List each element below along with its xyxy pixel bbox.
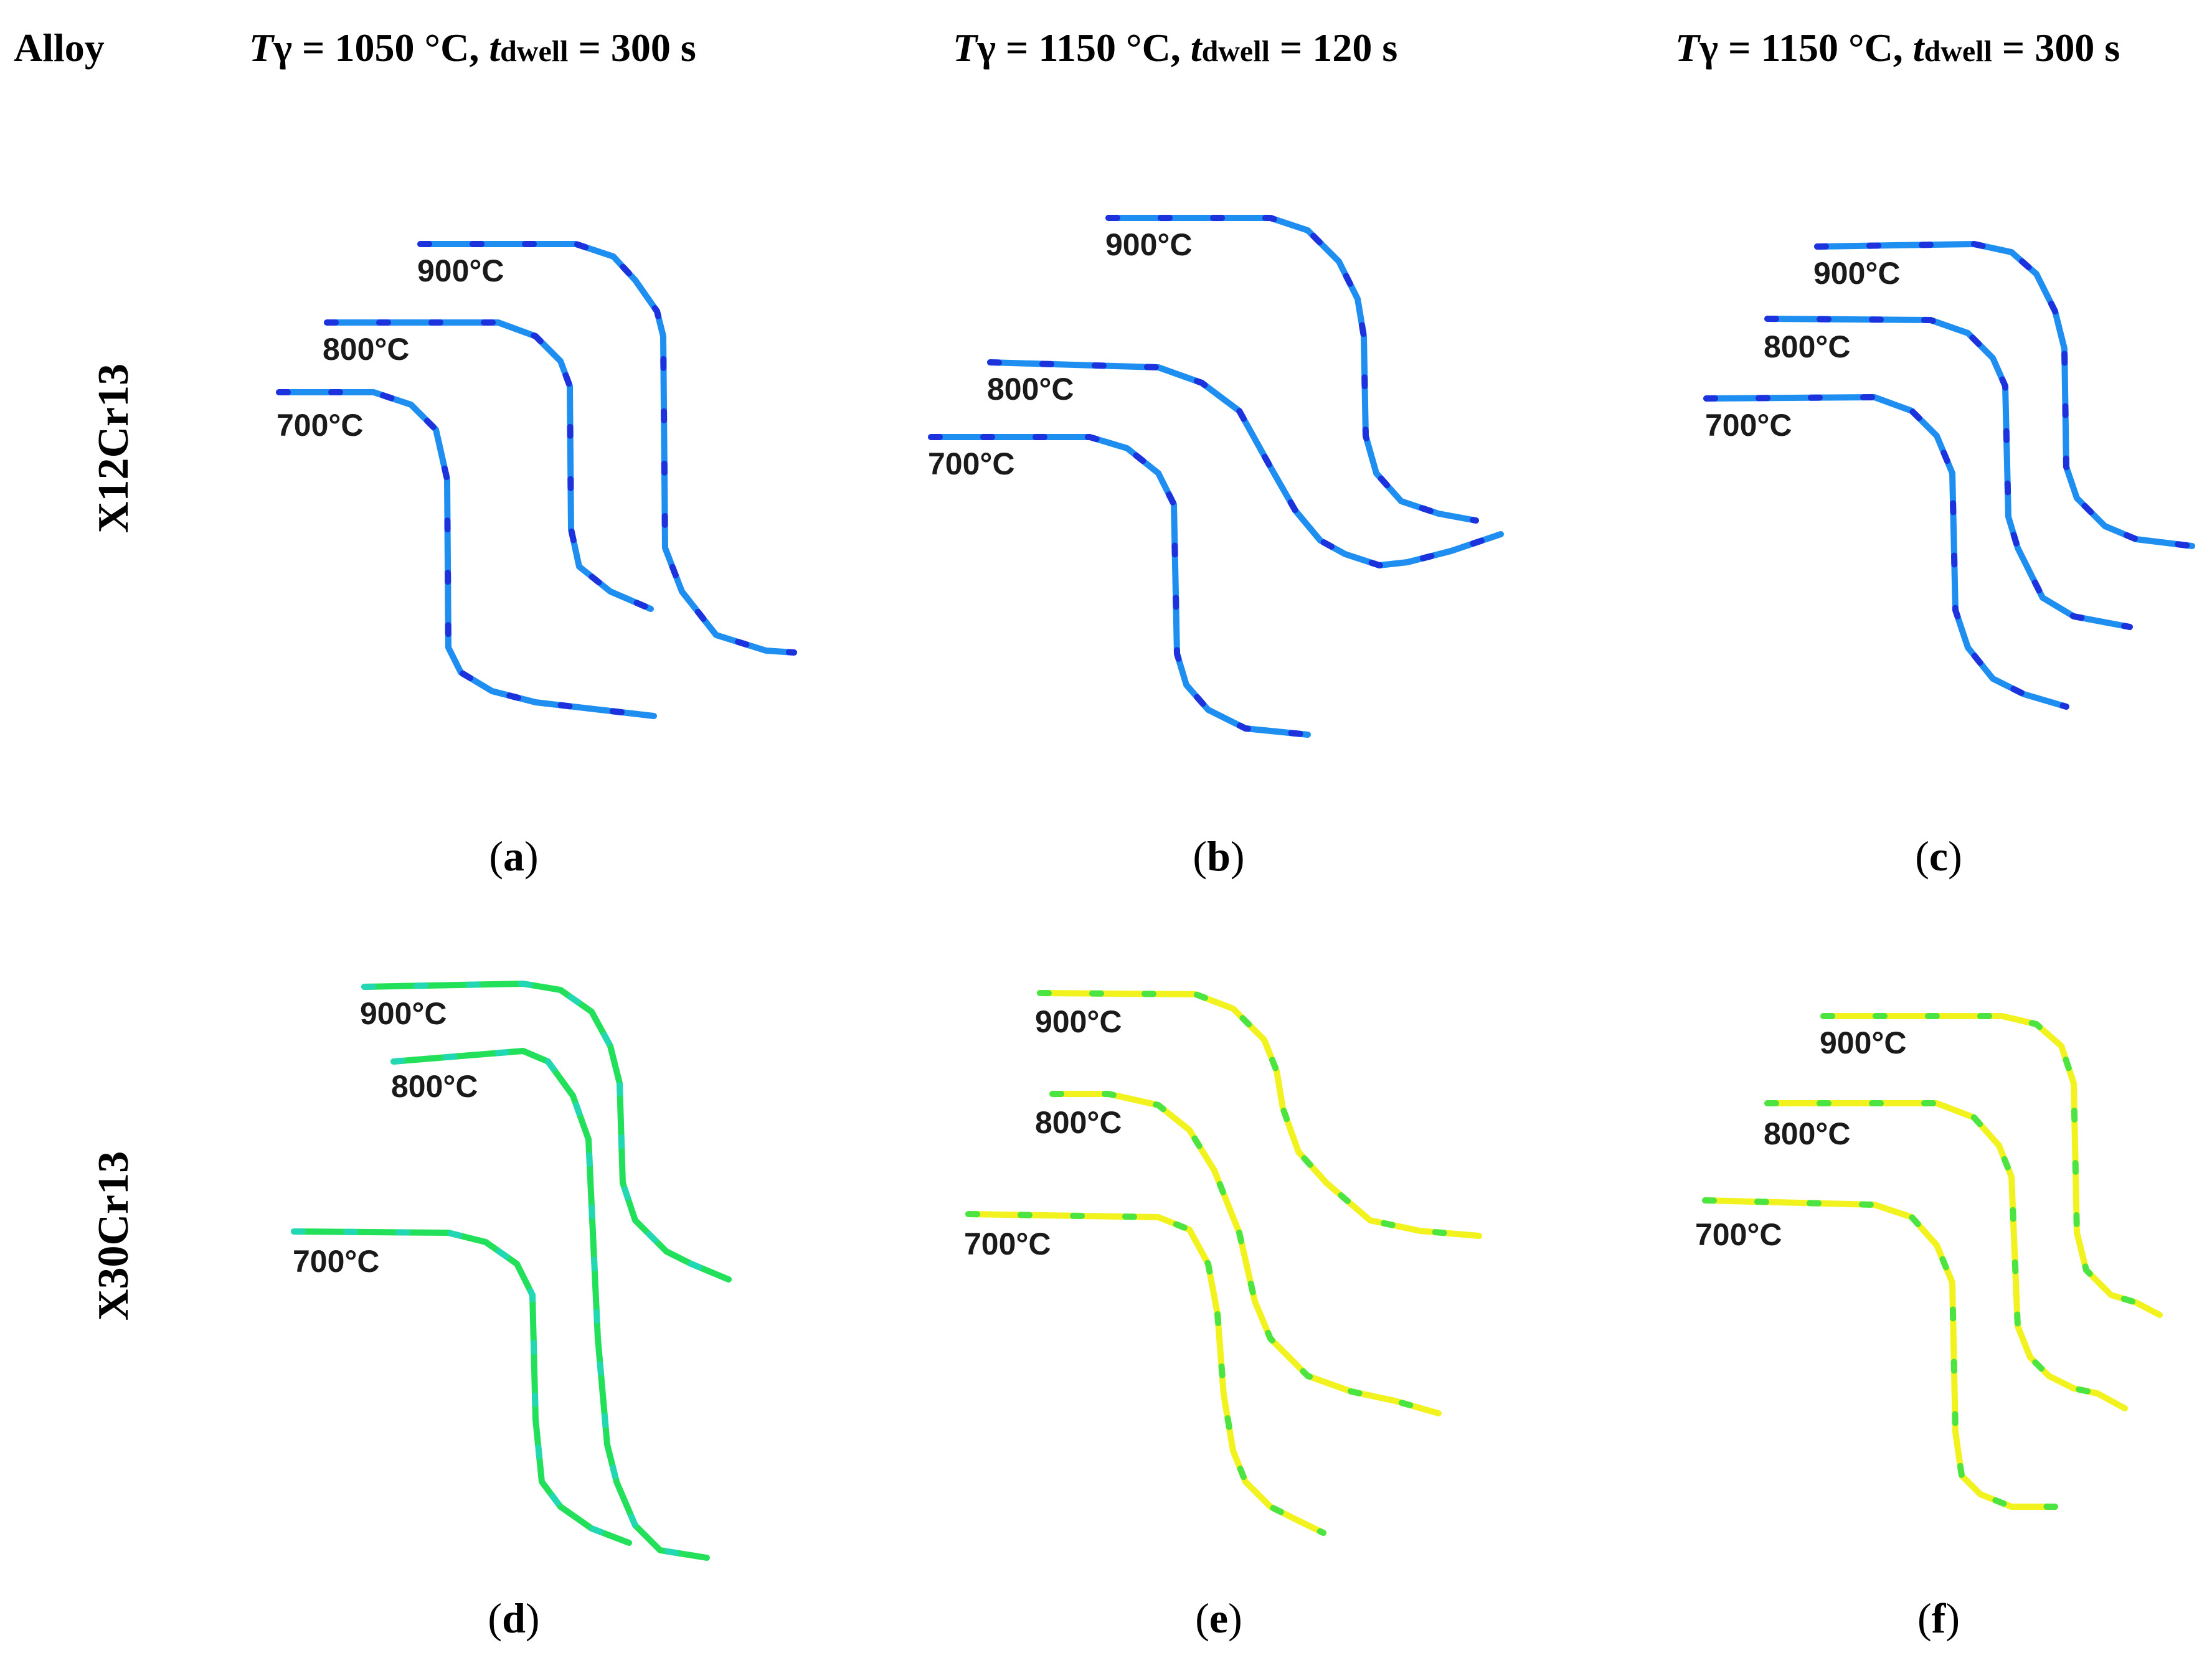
curve-label-700: 700°C — [964, 1227, 1051, 1261]
panel-d: 900°C 800°C 700°C (d) — [291, 981, 732, 1642]
column-header-2: Tγ = 1150 °C, tdwell = 120 s — [953, 26, 1397, 70]
panel-caption-a: (a) — [489, 832, 538, 880]
curve-label-700: 700°C — [1705, 408, 1792, 443]
curve-700 — [291, 1228, 632, 1546]
curve-label-700: 700°C — [293, 1244, 380, 1279]
panel-c: 900°C 800°C 700°C (c) — [1703, 241, 2195, 880]
curve-label-900: 900°C — [360, 996, 447, 1031]
row-label-x12cr13: X12Cr13 — [90, 364, 138, 533]
curve-label-700: 700°C — [928, 446, 1015, 481]
curve-label-800: 800°C — [1035, 1105, 1122, 1140]
column-header-1: Tγ = 1050 °C, tdwell = 300 s — [249, 26, 696, 70]
curve-900 — [1820, 1013, 2163, 1318]
curve-label-800: 800°C — [1764, 329, 1851, 364]
curve-label-800: 800°C — [1764, 1116, 1851, 1151]
curve-label-900: 900°C — [1035, 1004, 1122, 1039]
curve-label-700: 700°C — [1695, 1217, 1782, 1252]
curve-label-800: 800°C — [323, 332, 410, 367]
curve-label-900: 900°C — [1813, 256, 1901, 291]
curve-700 — [965, 1211, 1326, 1536]
alloy-header: Alloy — [14, 26, 105, 70]
curve-label-900: 900°C — [417, 253, 504, 288]
panel-caption-b: (b) — [1193, 832, 1244, 880]
panel-a: 900°C 800°C 700°C (a) — [276, 241, 797, 880]
curve-700 — [928, 434, 1311, 738]
column-header-3: Tγ = 1150 °C, tdwell = 300 s — [1675, 26, 2120, 70]
curve-label-900: 900°C — [1105, 227, 1193, 262]
panel-caption-f: (f) — [1917, 1594, 1960, 1642]
curve-900 — [1814, 241, 2195, 549]
panel-b: 900°C 800°C 700°C (b) — [928, 215, 1504, 880]
curve-800 — [390, 1048, 710, 1561]
curve-800 — [1049, 1091, 1442, 1416]
curve-label-800: 800°C — [391, 1069, 478, 1104]
panel-caption-c: (c) — [1915, 832, 1962, 880]
curve-label-700: 700°C — [276, 408, 364, 443]
curve-label-900: 900°C — [1820, 1025, 1907, 1060]
curve-700 — [1703, 394, 2069, 710]
panel-e: 900°C 800°C 700°C (e) — [964, 990, 1482, 1642]
panel-f: 900°C 800°C 700°C (f) — [1695, 1013, 2163, 1642]
panel-caption-e: (e) — [1195, 1594, 1242, 1642]
panel-caption-d: (d) — [488, 1594, 539, 1642]
curve-900 — [417, 241, 797, 656]
curve-800 — [1764, 316, 2133, 630]
curve-label-800: 800°C — [987, 372, 1074, 407]
row-label-x30cr13: X30Cr13 — [90, 1151, 138, 1321]
